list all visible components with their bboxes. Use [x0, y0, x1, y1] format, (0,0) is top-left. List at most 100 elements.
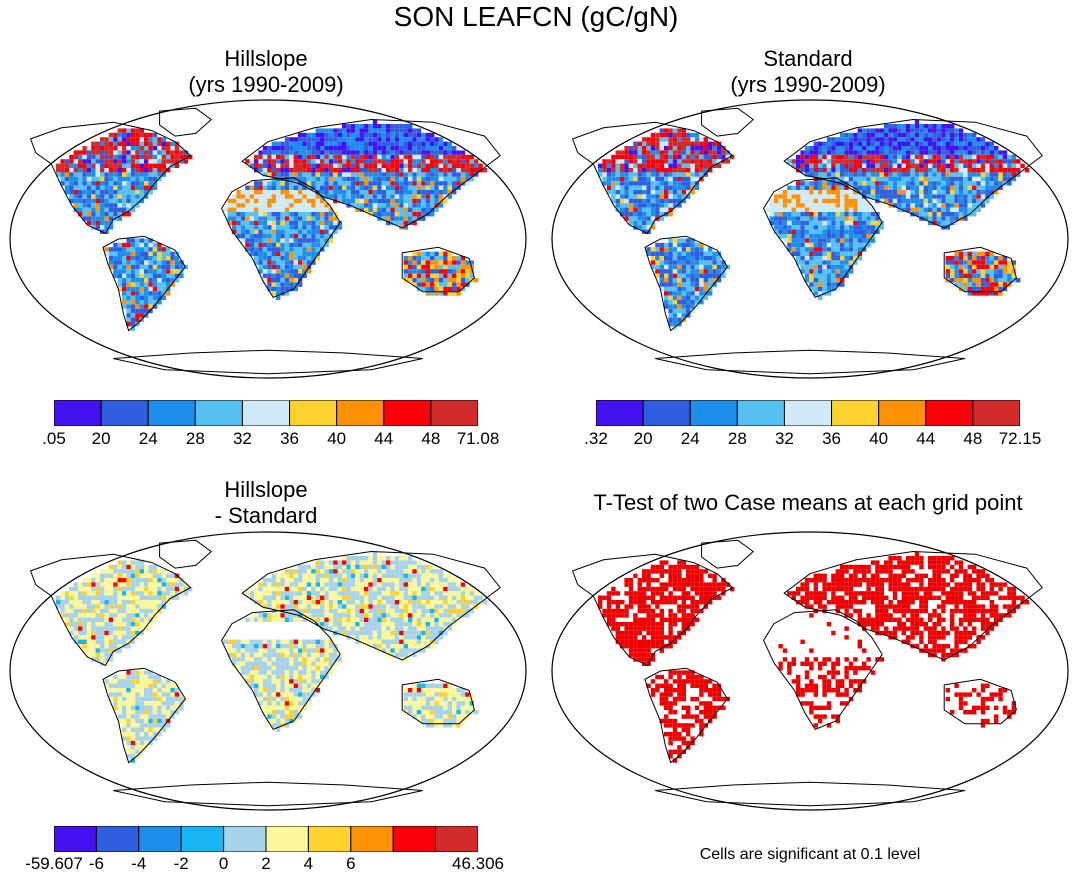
grid-cell: [932, 198, 937, 204]
grid-cell: [73, 190, 78, 195]
grid-cell: [624, 185, 629, 190]
grid-cell: [311, 600, 316, 605]
grid-cell: [972, 278, 977, 283]
grid-cell: [408, 163, 413, 168]
grid-cell: [932, 220, 937, 226]
grid-cell: [452, 578, 457, 583]
grid-cell: [280, 617, 285, 622]
grid-cell: [364, 617, 369, 622]
grid-cell: [135, 185, 140, 190]
grid-cell: [399, 207, 404, 212]
grid-cell: [826, 220, 832, 226]
grid-cell: [135, 251, 140, 256]
grid-cell: [289, 260, 294, 265]
grid-cell: [813, 251, 818, 256]
grid-cell: [875, 185, 880, 190]
grid-cell: [302, 163, 307, 168]
grid-cell: [914, 207, 920, 212]
grid-cell: [822, 278, 827, 283]
grid-cell: [113, 132, 118, 138]
grid-cell: [879, 150, 884, 155]
grid-cell: [804, 229, 810, 234]
grid-cell: [941, 137, 946, 142]
grid-cell: [443, 586, 448, 592]
grid-cell: [787, 203, 792, 208]
grid-cell: [699, 168, 704, 173]
grid-cell: [804, 273, 810, 278]
grid-cell: [161, 600, 166, 605]
grid-cell: [394, 608, 400, 614]
grid-cell: [686, 247, 691, 252]
grid-cell: [870, 172, 876, 177]
grid-cell: [637, 190, 642, 195]
grid-cell: [337, 564, 342, 570]
grid-cell: [655, 242, 660, 248]
grid-cell: [686, 176, 691, 182]
grid-cell: [328, 560, 334, 565]
grid-cell: [804, 194, 810, 199]
grid-cell: [443, 578, 448, 583]
grid-cell: [716, 146, 722, 151]
grid-cell: [130, 251, 136, 256]
grid-cell: [117, 269, 122, 274]
grid-cell: [774, 198, 779, 204]
grid-cell: [306, 212, 312, 217]
grid-cell: [86, 604, 92, 609]
grid-cell: [135, 600, 140, 605]
grid-cell: [108, 600, 114, 605]
grid-cell: [967, 203, 972, 208]
grid-cell: [646, 194, 651, 199]
grid-cell: [157, 247, 162, 252]
grid-cell: [857, 159, 862, 164]
grid-cell: [298, 203, 303, 208]
grid-cell: [69, 181, 74, 186]
grid-cell: [267, 282, 272, 287]
grid-cell: [633, 141, 638, 146]
grid-cell: [104, 613, 109, 618]
grid-cell: [280, 282, 285, 287]
grid-cell: [262, 203, 268, 208]
grid-cell: [677, 141, 682, 146]
grid-cell: [460, 168, 466, 173]
grid-cell: [857, 146, 862, 151]
grid-cell: [412, 278, 417, 283]
grid-cell: [914, 198, 920, 204]
grid-cell: [412, 137, 417, 142]
grid-cell: [324, 578, 329, 583]
grid-cell: [320, 132, 325, 138]
grid-cell: [840, 220, 845, 226]
grid-cell: [139, 242, 144, 248]
grid-cell: [320, 595, 325, 600]
grid-cell: [306, 172, 312, 177]
grid-cell: [350, 163, 356, 168]
grid-cell: [972, 141, 977, 146]
grid-cell: [972, 190, 977, 195]
grid-cell: [914, 150, 920, 155]
grid-cell: [826, 172, 832, 177]
grid-cell: [416, 273, 422, 278]
grid-cell: [284, 608, 290, 614]
grid-cell: [130, 194, 136, 199]
grid-cell: [284, 172, 290, 177]
grid-cell: [967, 286, 972, 292]
grid-cell: [826, 225, 832, 230]
grid-cell: [232, 220, 237, 226]
grid-cell: [368, 128, 373, 133]
grid-cell: [139, 278, 144, 283]
grid-cell: [421, 159, 426, 164]
grid-cell: [408, 168, 413, 173]
grid-cell: [721, 273, 726, 278]
grid-cell: [324, 582, 329, 587]
grid-cell: [355, 560, 360, 565]
grid-cell: [161, 595, 166, 600]
grid-cell: [994, 291, 999, 296]
grid-cell: [447, 282, 452, 287]
grid-cell: [681, 256, 686, 261]
grid-cell: [848, 168, 854, 173]
grid-cell: [813, 194, 818, 199]
grid-cell: [954, 207, 959, 212]
grid-cell: [152, 251, 158, 256]
grid-cell: [686, 304, 691, 309]
grid-cell: [130, 304, 136, 309]
grid-cell: [350, 203, 356, 208]
